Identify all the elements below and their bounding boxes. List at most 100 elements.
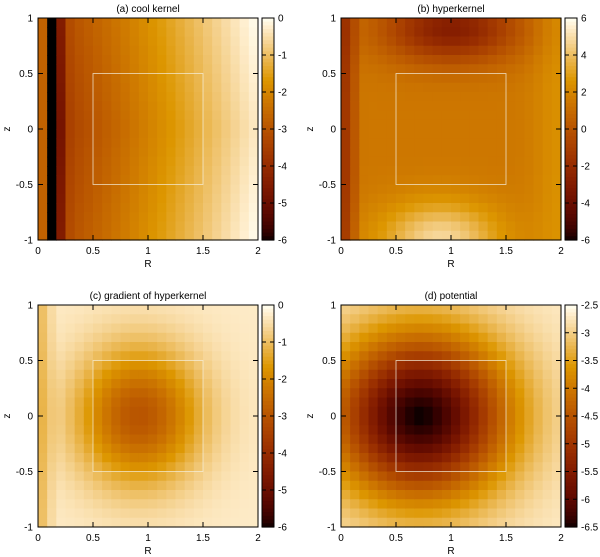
heatmap-cell (203, 27, 213, 38)
heatmap-cell (148, 18, 158, 28)
heatmap-cell (47, 480, 57, 491)
heatmap-cell (542, 27, 553, 38)
heatmap-cell (93, 416, 103, 426)
heatmap-cell (423, 92, 434, 102)
heatmap-cell (138, 203, 149, 213)
heatmap-cell (248, 508, 259, 519)
heatmap-cell (423, 360, 434, 371)
heatmap-cell (138, 480, 149, 491)
heatmap-cell (38, 471, 48, 482)
heatmap-cell (487, 397, 498, 408)
heatmap-cell (239, 18, 250, 28)
heatmap-cell (93, 462, 103, 473)
heatmap-cell (102, 45, 112, 56)
heatmap-cell (405, 508, 415, 519)
heatmap-cell (230, 388, 241, 399)
heatmap-cell (184, 397, 195, 408)
heatmap-cell (221, 332, 232, 343)
heatmap-cell (432, 508, 443, 519)
heatmap-cell (359, 129, 370, 139)
heatmap-cell (515, 18, 525, 28)
heatmap-cell (478, 82, 489, 93)
heatmap-cell (551, 332, 562, 343)
heatmap-cell (184, 499, 195, 510)
heatmap-cell (157, 462, 167, 473)
heatmap-cell (212, 101, 222, 112)
heatmap-cell (414, 416, 425, 426)
heatmap-cell (542, 45, 553, 56)
heatmap-cell (148, 517, 158, 528)
heatmap-cell (405, 110, 415, 121)
heatmap-cell (93, 64, 103, 75)
heatmap-cell (469, 193, 480, 204)
heatmap-cell (157, 230, 167, 241)
heatmap-cell (487, 193, 498, 204)
heatmap-cell (93, 36, 103, 47)
heatmap-cell (451, 508, 461, 519)
heatmap-cell (377, 314, 388, 325)
heatmap-cell (38, 462, 48, 473)
heatmap-cell (38, 166, 48, 176)
colorbar-tick-label: 0 (278, 301, 284, 312)
heatmap-cell (377, 517, 388, 528)
heatmap-cell (524, 73, 535, 84)
heatmap-cell (239, 453, 250, 463)
heatmap-cell (405, 425, 415, 436)
heatmap-cell (56, 351, 67, 362)
heatmap-cell (551, 453, 562, 463)
heatmap-cell (377, 360, 388, 371)
colorbar-step (565, 184, 577, 189)
heatmap-cell (184, 480, 195, 491)
heatmap-cell (129, 166, 140, 176)
heatmap-cell (432, 212, 443, 223)
heatmap-cell (120, 434, 131, 445)
heatmap-cell (221, 27, 232, 38)
heatmap-cell (451, 416, 461, 426)
heatmap-cell (533, 406, 544, 417)
heatmap-cell (239, 73, 250, 84)
heatmap-cell (166, 64, 177, 75)
heatmap-cell (129, 397, 140, 408)
heatmap-cell (423, 45, 434, 56)
heatmap-cell (506, 434, 516, 445)
heatmap-cell (129, 193, 140, 204)
heatmap-cell (129, 203, 140, 213)
heatmap-cell (515, 175, 525, 186)
heatmap-cell (230, 360, 241, 371)
heatmap-cell (496, 379, 507, 389)
heatmap-cell (138, 332, 149, 343)
heatmap-cell (533, 184, 544, 195)
heatmap-cell (230, 323, 241, 334)
heatmap-cell (451, 18, 461, 28)
heatmap-cell (542, 453, 553, 463)
heatmap-cell (423, 351, 434, 362)
heatmap-cell (359, 138, 370, 149)
heatmap-cell (359, 64, 370, 75)
heatmap-cell (111, 156, 122, 167)
heatmap-cell (221, 119, 232, 130)
heatmap-cell (38, 212, 48, 223)
heatmap-cell (212, 360, 222, 371)
heatmap-cell (120, 351, 131, 362)
heatmap-cell (368, 443, 379, 454)
heatmap-cell (203, 305, 213, 315)
heatmap-cell (166, 323, 177, 334)
heatmap-cell (230, 406, 241, 417)
heatmap-cell (212, 416, 222, 426)
heatmap-cell (166, 499, 177, 510)
colorbar-step (262, 364, 274, 369)
heatmap-cell (111, 499, 122, 510)
heatmap-cell (193, 82, 204, 93)
heatmap-cell (396, 369, 406, 380)
colorbar-step (565, 147, 577, 152)
colorbar-step (565, 493, 577, 498)
heatmap-cell (432, 92, 443, 102)
heatmap-cell (138, 351, 149, 362)
heatmap-cell (487, 129, 498, 139)
heatmap-cell (148, 453, 158, 463)
heatmap-cell (56, 332, 67, 343)
heatmap-cell (157, 314, 167, 325)
heatmap-cell (551, 203, 562, 213)
heatmap-cell (248, 434, 259, 445)
heatmap-cell (157, 45, 167, 56)
